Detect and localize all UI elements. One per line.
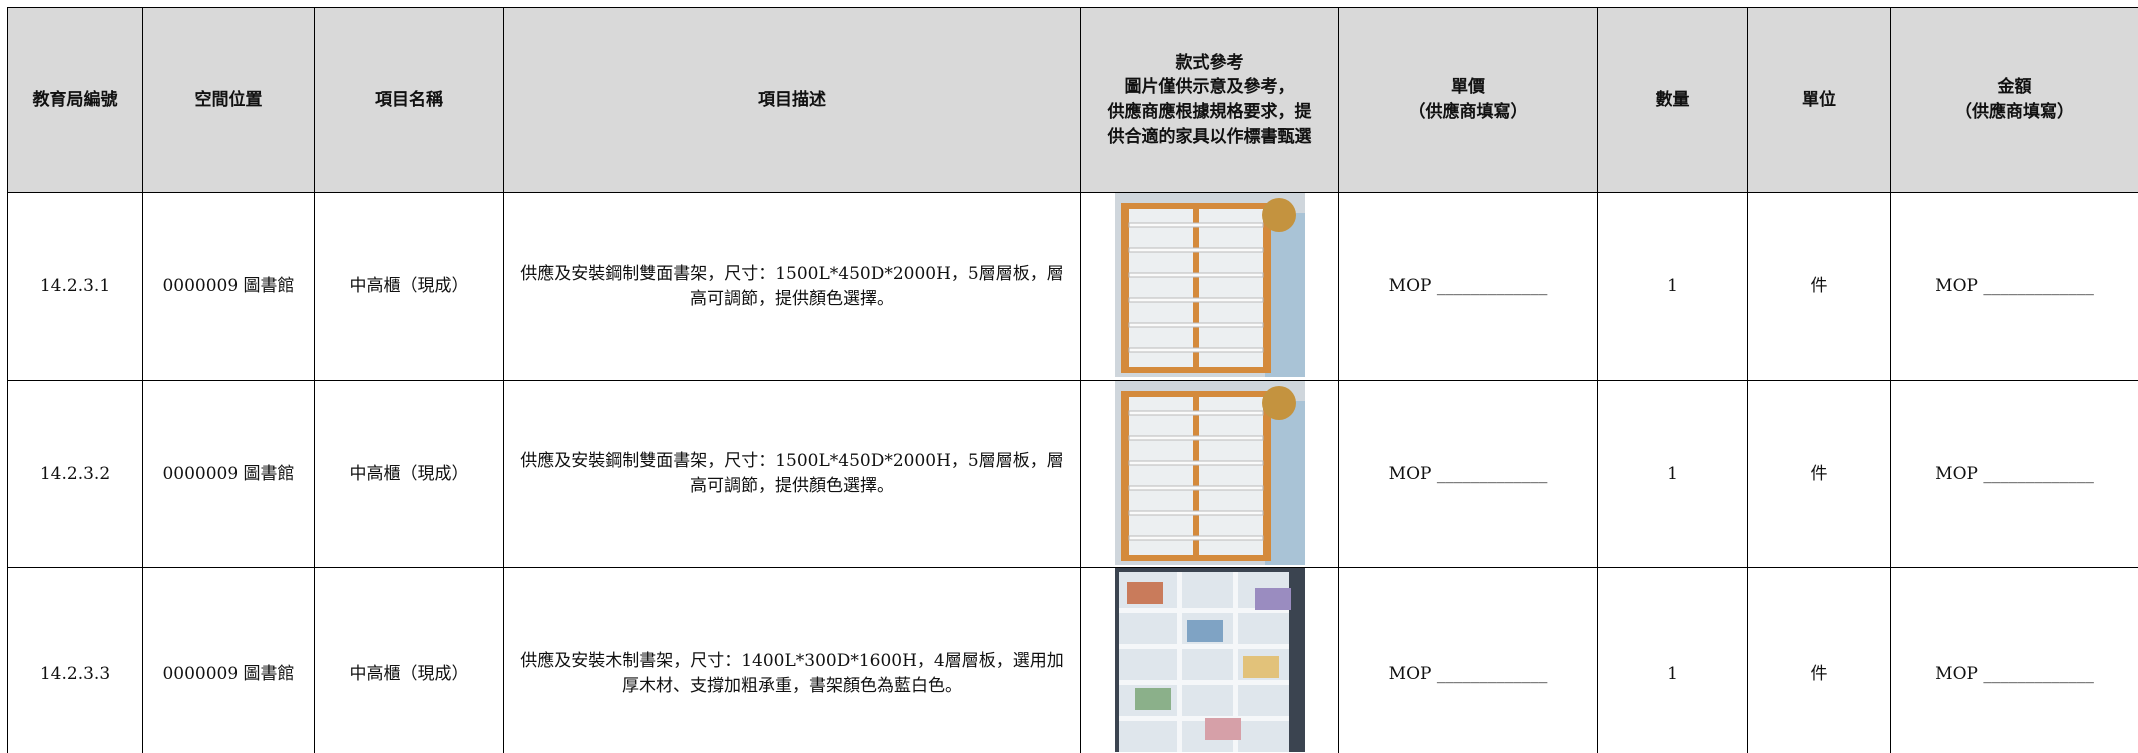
product-image <box>1115 381 1305 565</box>
header-text: 款式參考 <box>1175 52 1244 73</box>
amount-cell: MOP _____________ <box>1890 567 2138 753</box>
quantity-cell: 1 <box>1597 380 1748 568</box>
shelf-board <box>1128 535 1264 541</box>
header-text: 單位 <box>1802 89 1836 110</box>
unit-cell: 件 <box>1747 192 1891 381</box>
product-image <box>1115 193 1305 377</box>
shelf-board <box>1128 222 1264 228</box>
shelf-board <box>1128 510 1264 516</box>
unit-cell: 件 <box>1747 380 1891 568</box>
shelf-board <box>1128 272 1264 278</box>
location-cell: 0000009 圖書館 <box>142 380 315 568</box>
header-cell: 項目名稱 <box>314 7 504 193</box>
header-text: 項目描述 <box>758 89 826 110</box>
shelf-board <box>1119 644 1289 649</box>
quantity-cell: 1 <box>1597 192 1748 381</box>
badge <box>1262 386 1296 420</box>
header-text: 金額 <box>1997 77 2032 98</box>
shelf-board <box>1128 347 1264 353</box>
book <box>1135 688 1171 710</box>
header-text: 項目名稱 <box>375 89 443 110</box>
description-cell: 供應及安裝木制書架，尺寸：1400L*300D*1600H，4層層板，選用加厚木… <box>503 567 1081 753</box>
shelf-board <box>1119 716 1289 721</box>
header-cell: 金額 （供應商填寫） <box>1890 7 2138 193</box>
shelf-board <box>1128 410 1264 416</box>
shelf-board <box>1128 322 1264 328</box>
amount-cell: MOP _____________ <box>1890 192 2138 381</box>
shelf-board <box>1128 247 1264 253</box>
unit-price-cell: MOP _____________ <box>1338 380 1598 568</box>
book <box>1127 582 1163 604</box>
location-cell: 0000009 圖書館 <box>142 192 315 381</box>
shelf-board <box>1119 608 1289 613</box>
image-cell <box>1080 567 1339 753</box>
header-text: 供應商應根據規格要求，提 <box>1107 102 1312 122</box>
header-text: 供合適的家具以作標書甄選 <box>1107 126 1312 147</box>
location-cell: 0000009 圖書館 <box>142 567 315 753</box>
book <box>1243 656 1279 678</box>
header-cell: 數量 <box>1597 7 1748 193</box>
quantity-cell: 1 <box>1597 567 1748 753</box>
header-cell: 單位 <box>1747 7 1891 193</box>
image-bg <box>1265 401 1305 565</box>
product-image <box>1115 568 1305 752</box>
unit-price-cell: MOP _____________ <box>1338 567 1598 753</box>
unit-cell: 件 <box>1747 567 1891 753</box>
shelf-board <box>1128 485 1264 491</box>
unit-price-cell: MOP _____________ <box>1338 192 1598 381</box>
header-cell: 教育局編號 <box>7 7 143 193</box>
name-cell: 中高櫃（現成） <box>314 192 504 381</box>
code-cell: 14.2.3.2 <box>7 380 143 568</box>
amount-cell: MOP _____________ <box>1890 380 2138 568</box>
code-cell: 14.2.3.1 <box>7 192 143 381</box>
name-cell: 中高櫃（現成） <box>314 380 504 568</box>
header-cell: 單價 （供應商填寫） <box>1338 7 1598 193</box>
header-text: 教育局編號 <box>32 89 118 110</box>
book <box>1187 620 1223 642</box>
shelf-board <box>1128 435 1264 441</box>
badge <box>1262 198 1296 232</box>
shelf-divider <box>1177 572 1182 752</box>
shelf-post <box>1193 203 1199 373</box>
book <box>1205 718 1241 740</box>
shelf-board <box>1119 680 1289 685</box>
header-text: 單價 <box>1451 77 1485 98</box>
image-bg <box>1265 213 1305 377</box>
image-cell <box>1080 192 1339 381</box>
code-cell: 14.2.3.3 <box>7 567 143 753</box>
header-text: （供應商填寫） <box>1408 102 1528 122</box>
shelf-board <box>1128 297 1264 303</box>
image-cell <box>1080 380 1339 568</box>
header-text: （供應商填寫） <box>1955 102 2074 122</box>
header-text: 數量 <box>1655 89 1690 110</box>
name-cell: 中高櫃（現成） <box>314 567 504 753</box>
description-cell: 供應及安裝鋼制雙面書架，尺寸：1500L*450D*2000H，5層層板，層高可… <box>503 192 1081 381</box>
book <box>1255 588 1291 610</box>
header-text: 空間位置 <box>194 89 263 110</box>
header-cell: 項目描述 <box>503 7 1081 193</box>
shelf-divider <box>1233 572 1238 752</box>
shelf-post <box>1193 391 1199 561</box>
shelf-board <box>1128 460 1264 466</box>
header-cell: 款式參考圖片僅供示意及參考， 供應商應根據規格要求，提 供合適的家具以作標書甄選 <box>1080 7 1339 193</box>
description-cell: 供應及安裝鋼制雙面書架，尺寸：1500L*450D*2000H，5層層板，層高可… <box>503 380 1081 568</box>
header-cell: 空間位置 <box>142 7 315 193</box>
header-text: 圖片僅供示意及參考， <box>1124 77 1295 98</box>
